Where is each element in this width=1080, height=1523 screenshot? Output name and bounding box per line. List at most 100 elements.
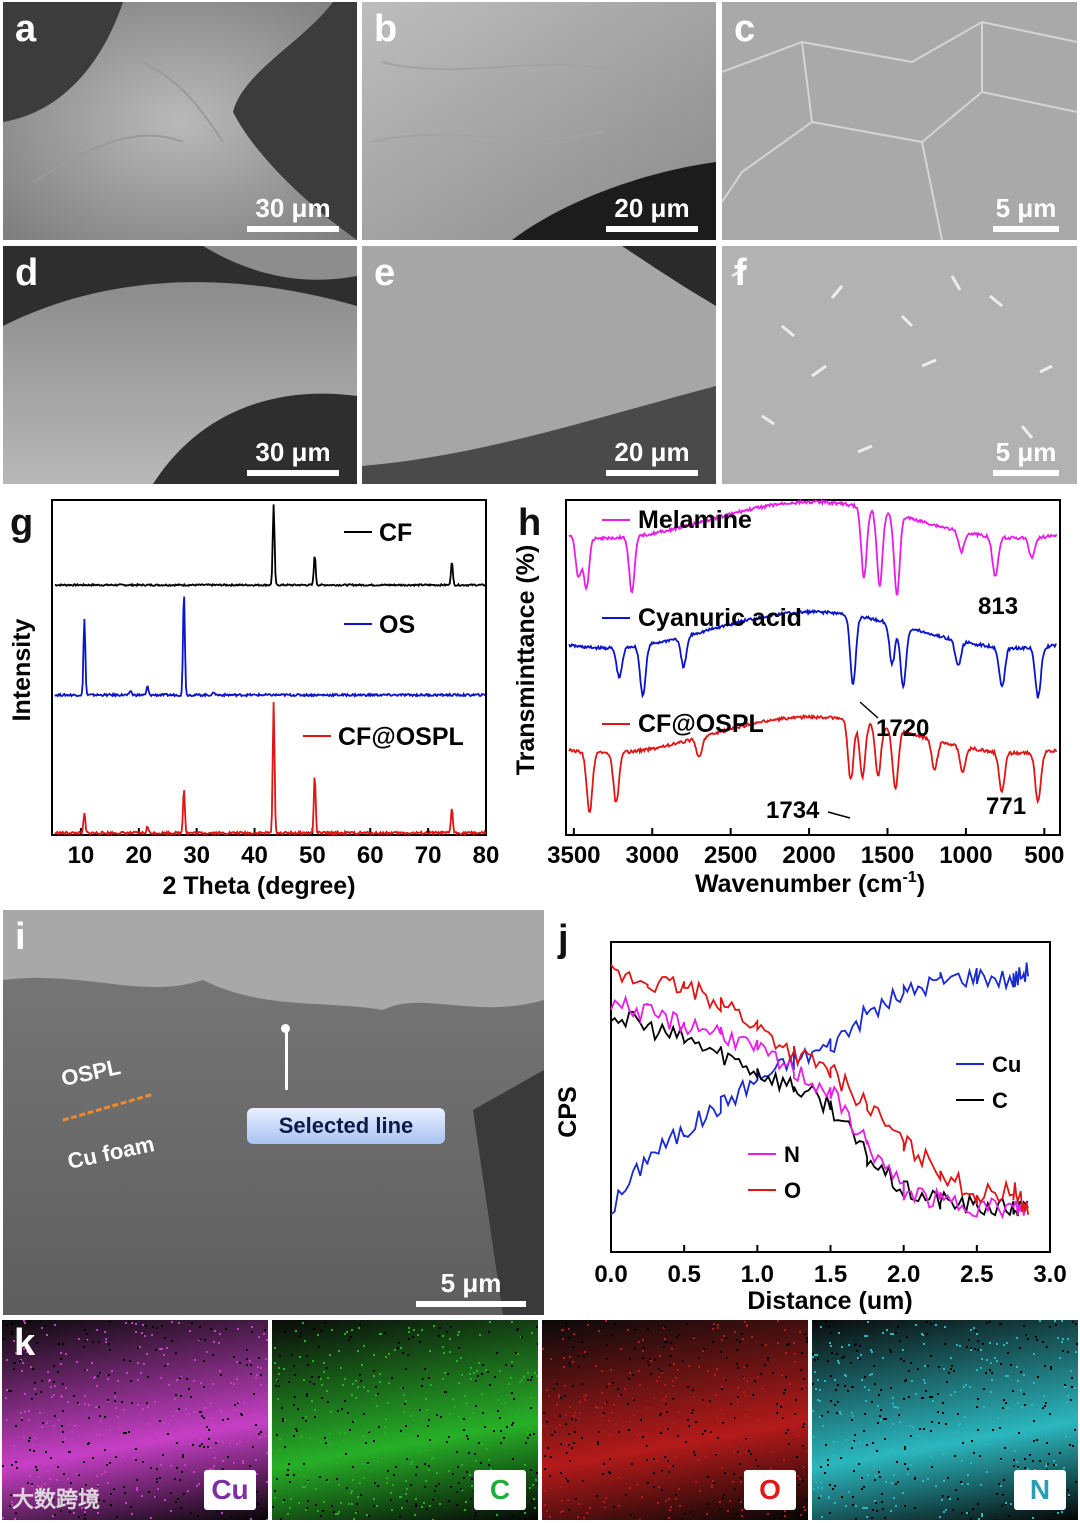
emap-pixel <box>450 1437 452 1439</box>
emap-pixel <box>425 1480 427 1482</box>
emap-pixel <box>351 1490 353 1492</box>
selected-line-badge: Selected line <box>247 1108 445 1144</box>
emap-pixel <box>606 1344 608 1346</box>
emap-pixel <box>456 1360 458 1362</box>
panel-label-d: d <box>15 252 39 294</box>
emap-pixel <box>104 1331 106 1333</box>
x-tick-label: 0.5 <box>667 1261 700 1288</box>
emap-pixel <box>889 1349 891 1351</box>
emap-pixel <box>566 1442 568 1444</box>
emap-pixel <box>206 1426 208 1428</box>
emap-pixel <box>156 1327 158 1329</box>
emap-pixel <box>906 1447 908 1449</box>
emap-pixel <box>436 1472 438 1474</box>
emap-pixel <box>482 1364 484 1366</box>
emap-pixel <box>524 1512 526 1514</box>
emap-pixel <box>515 1415 517 1417</box>
emap-pixel <box>287 1469 289 1471</box>
emap-pixel <box>712 1341 714 1343</box>
emap-pixel <box>1017 1380 1019 1382</box>
emap-pixel <box>665 1403 667 1405</box>
emap-pixel <box>521 1379 523 1381</box>
emap-pixel <box>891 1482 893 1484</box>
emap-pixel <box>1000 1458 1002 1460</box>
emap-pixel <box>907 1473 909 1475</box>
x-tick-label: 30 <box>183 842 210 869</box>
emap-pixel <box>560 1486 562 1488</box>
emap-pixel <box>23 1436 25 1438</box>
emap-pixel <box>452 1398 454 1400</box>
emap-pixel <box>666 1441 668 1443</box>
emap-pixel <box>921 1397 923 1399</box>
emap-pixel <box>525 1442 527 1444</box>
emap-pixel <box>341 1408 343 1410</box>
scale-text-i: 5 μm <box>440 1268 502 1298</box>
emap-pixel <box>678 1488 680 1490</box>
emap-pixel <box>203 1446 205 1448</box>
emap-pixel <box>882 1357 884 1359</box>
emap-pixel <box>1075 1351 1077 1353</box>
emap-pixel <box>49 1379 51 1381</box>
emap-pixel <box>986 1359 988 1361</box>
scale-text-d: 30 μm <box>255 437 331 467</box>
emap-pixel <box>129 1360 131 1362</box>
emap-pixel <box>421 1329 423 1331</box>
emap-pixel <box>394 1349 396 1351</box>
emap-pixel <box>841 1357 843 1359</box>
emap-pixel <box>942 1402 944 1404</box>
emap-pixel <box>449 1351 451 1353</box>
emap-pixel <box>342 1384 344 1386</box>
emap-pixel <box>63 1473 65 1475</box>
emap-pixel <box>750 1409 752 1411</box>
emap-pixel <box>320 1378 322 1380</box>
emap-pixel <box>603 1463 605 1465</box>
emap-pixel <box>161 1325 163 1327</box>
emap-pixel <box>481 1393 483 1395</box>
emap-pixel <box>560 1453 562 1455</box>
emap-pixel <box>493 1430 495 1432</box>
emap-pixel <box>851 1447 853 1449</box>
emap-pixel <box>712 1328 714 1330</box>
emap-pixel <box>1053 1460 1055 1462</box>
emap-n: N <box>812 1320 1078 1520</box>
emap-pixel <box>830 1332 832 1334</box>
emap-pixel <box>794 1361 796 1363</box>
emap-pixel <box>111 1370 113 1372</box>
emap-pixel <box>996 1343 998 1345</box>
emap-pixel <box>104 1416 106 1418</box>
emap-pixel <box>408 1338 410 1340</box>
emap-pixel <box>204 1407 206 1409</box>
emap-pixel <box>98 1406 100 1408</box>
emap-pixel <box>569 1365 571 1367</box>
emap-pixel <box>28 1410 30 1412</box>
emap-pixel <box>344 1432 346 1434</box>
series-line-cf <box>54 504 487 588</box>
emap-pixel <box>1036 1439 1038 1441</box>
emap-pixel <box>321 1397 323 1399</box>
emap-pixel <box>977 1429 979 1431</box>
emap-pixel <box>181 1471 183 1473</box>
emap-pixel <box>724 1472 726 1474</box>
emap-pixel <box>318 1346 320 1348</box>
emap-pixel <box>442 1335 444 1337</box>
emap-pixel <box>1023 1374 1025 1376</box>
emap-pixel <box>882 1332 884 1334</box>
emap-pixel <box>600 1327 602 1329</box>
emap-pixel <box>338 1350 340 1352</box>
emap-pixel <box>446 1441 448 1443</box>
emap-pixel <box>955 1489 957 1491</box>
emap-pixel <box>424 1449 426 1451</box>
emap-pixel <box>937 1411 939 1413</box>
emap-pixel <box>50 1386 52 1388</box>
emap-pixel <box>1066 1401 1068 1403</box>
emap-pixel <box>722 1497 724 1499</box>
emap-pixel <box>282 1420 284 1422</box>
emap-pixel <box>410 1415 412 1417</box>
x-tick-label: 0.0 <box>594 1261 627 1288</box>
emap-pixel <box>318 1376 320 1378</box>
emap-pixel <box>977 1340 979 1342</box>
emap-pixel <box>293 1435 295 1437</box>
emap-pixel <box>171 1321 173 1323</box>
emap-pixel <box>1016 1366 1018 1368</box>
emap-pixel <box>170 1465 172 1467</box>
